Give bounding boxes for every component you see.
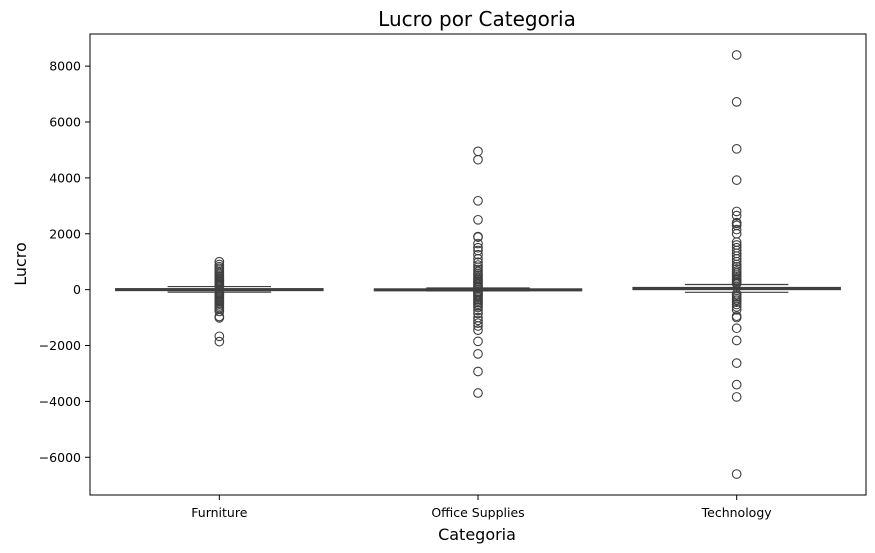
- y-tick-label: 2000: [49, 226, 81, 241]
- outlier-point: [731, 312, 742, 323]
- outlier-point: [731, 323, 742, 334]
- outlier-point: [473, 315, 483, 326]
- box-furniture: [115, 256, 324, 347]
- outlier-point: [473, 146, 483, 157]
- plot-area: [115, 50, 841, 479]
- outlier-point: [214, 313, 225, 323]
- box-technology: [632, 50, 841, 479]
- outlier-point: [731, 143, 742, 154]
- outlier-point: [473, 366, 483, 377]
- outlier-point: [473, 249, 483, 260]
- x-tick-label: Technology: [701, 505, 773, 520]
- outlier-point: [731, 50, 742, 60]
- chart-title: Lucro por Categoria: [378, 7, 576, 31]
- y-tick-label: −6000: [39, 450, 81, 465]
- outlier-point: [731, 335, 742, 346]
- outlier-point: [731, 469, 742, 479]
- outlier-point: [731, 224, 742, 235]
- x-tick-label: Furniture: [191, 505, 247, 520]
- outlier-point: [473, 325, 483, 336]
- x-tick-label: Office Supplies: [431, 505, 524, 520]
- y-axis-label: Lucro: [11, 242, 30, 286]
- outlier-point: [214, 306, 225, 317]
- outlier-point: [731, 254, 742, 264]
- outlier-point: [731, 358, 742, 368]
- outlier-point: [731, 175, 742, 185]
- outlier-point: [731, 206, 742, 217]
- outlier-point: [473, 388, 483, 398]
- y-tick-label: −2000: [39, 338, 81, 353]
- outlier-point: [473, 305, 483, 316]
- y-tick-label: 0: [73, 282, 81, 297]
- outlier-point: [473, 154, 483, 165]
- outlier-point: [473, 308, 483, 319]
- outlier-point: [731, 379, 742, 390]
- box-office-supplies: [373, 146, 583, 398]
- outlier-point: [473, 302, 483, 313]
- outlier-point: [214, 331, 225, 342]
- outlier-point: [214, 336, 225, 347]
- outlier-point: [473, 257, 483, 268]
- outlier-point: [473, 336, 483, 347]
- outlier-point: [731, 278, 742, 289]
- outlier-point: [731, 256, 742, 267]
- outlier-point: [473, 318, 483, 329]
- axes: −6000 −4000 −2000 0 2000 4000 6000 8000 Furnitur…: [39, 33, 867, 520]
- x-axis-label: Categoria: [438, 525, 516, 544]
- outlier-point: [731, 304, 742, 315]
- outlier-point: [473, 232, 483, 242]
- outlier-point: [473, 238, 483, 249]
- outlier-point: [473, 242, 483, 253]
- outlier-point: [731, 392, 742, 402]
- outlier-point: [731, 299, 742, 310]
- outlier-point: [473, 349, 483, 359]
- outlier-point: [731, 97, 742, 107]
- y-tick-label: 4000: [49, 170, 81, 185]
- plot-frame: [89, 33, 867, 496]
- y-tick-label: −4000: [39, 394, 81, 409]
- outlier-point: [731, 302, 742, 312]
- y-tick-label: 8000: [49, 59, 81, 74]
- outlier-point: [473, 321, 483, 331]
- y-tick-label: 6000: [49, 115, 81, 130]
- outlier-point: [731, 210, 742, 221]
- outlier-point: [473, 195, 483, 206]
- outlier-point: [473, 214, 483, 225]
